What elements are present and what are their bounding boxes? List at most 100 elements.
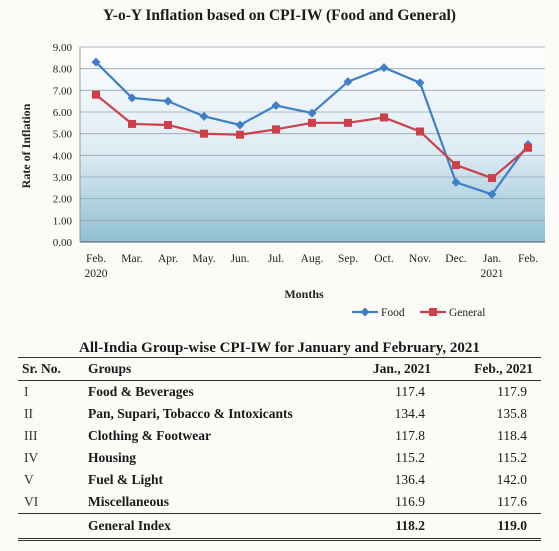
- table-row: IV Housing 115.2 115.2: [18, 447, 541, 469]
- row-jan-value: 117.8: [395, 428, 425, 443]
- table-header-row: Sr. No. Groups Jan., 2021 Feb., 2021: [18, 357, 541, 381]
- chart-title: Y-o-Y Inflation based on CPI-IW (Food an…: [103, 7, 456, 24]
- data-point-general: [164, 121, 172, 129]
- row-group-name: Housing: [88, 450, 137, 465]
- data-point-general: [380, 113, 388, 122]
- data-point-food: [163, 96, 173, 106]
- x-axis-label: Months: [284, 287, 324, 301]
- row-sr-no: V: [24, 472, 34, 487]
- inflation-line-chart: 0.00 1.00 2.00 3.00 4.00 5.00 6.00 7.00 8.00 9.00…: [19, 42, 545, 319]
- x-tick-label: Apr.: [158, 253, 178, 265]
- plot-area: [80, 47, 545, 242]
- x-tick-label: Jul.: [268, 253, 284, 265]
- row-sr-no: VI: [24, 494, 39, 509]
- empty-cell: [18, 514, 84, 540]
- y-tick-label: 7.00: [53, 85, 73, 97]
- header-groups: Groups: [88, 361, 132, 376]
- y-axis-ticks: 0.00 1.00 2.00 3.00 4.00 5.00 6.00 7.00 8.00 9.00: [53, 42, 73, 249]
- table-row: V Fuel & Light 136.4 142.0: [18, 469, 541, 491]
- header-jan: Jan., 2021: [372, 361, 431, 376]
- data-point-food: [235, 120, 245, 130]
- row-jan-value: 136.4: [394, 472, 425, 487]
- y-tick-label: 9.00: [53, 42, 73, 54]
- table-row: I Food & Beverages 117.4 117.9: [18, 381, 541, 404]
- legend-marker-square-icon: [429, 308, 437, 316]
- general-index-jan: 118.2: [395, 518, 425, 533]
- data-point-general: [128, 119, 136, 128]
- data-point-food: [307, 108, 317, 118]
- row-group-name: Clothing & Footwear: [88, 428, 211, 443]
- header-feb: Feb., 2021: [474, 361, 533, 376]
- y-tick-label: 5.00: [53, 129, 73, 141]
- cpi-iw-table: Sr. No. Groups Jan., 2021 Feb., 2021 I Fo…: [18, 357, 541, 541]
- row-jan-value: 115.2: [395, 450, 425, 465]
- table-row: III Clothing & Footwear 117.8 118.4: [18, 425, 541, 447]
- y-tick-label: 0.00: [53, 237, 73, 249]
- gridlines: [79, 46, 545, 243]
- data-point-general: [236, 130, 244, 139]
- data-point-general: [308, 118, 316, 127]
- data-point-general: [200, 129, 208, 138]
- data-point-general: [488, 174, 496, 183]
- x-tick-label: Sep.: [338, 253, 358, 265]
- general-index-row: General Index 118.2 119.0: [18, 513, 541, 540]
- x-tick-label: Feb.: [86, 253, 106, 265]
- x-tick-label: Aug.: [301, 253, 324, 265]
- data-point-general: [452, 161, 460, 170]
- row-feb-value: 142.0: [496, 472, 527, 487]
- row-feb-value: 117.6: [497, 494, 527, 509]
- table-title: All-India Group-wise CPI-IW for January …: [79, 340, 480, 356]
- row-feb-value: 118.4: [497, 428, 527, 443]
- row-group-name: Food & Beverages: [88, 384, 194, 399]
- row-feb-value: 135.8: [496, 406, 527, 421]
- x-tick-label: Nov.: [409, 253, 431, 265]
- y-tick-label: 2.00: [53, 194, 73, 206]
- x-axis-ticks: Feb. 2020 Mar. Apr. May. Jun. Jul. Aug. Sep. Oct.…: [85, 253, 539, 280]
- row-sr-no: IV: [24, 450, 39, 465]
- x-tick-label: May.: [192, 253, 215, 265]
- row-jan-value: 134.4: [394, 406, 425, 421]
- data-point-food: [199, 111, 209, 121]
- x-tick-label: Feb.: [518, 253, 538, 265]
- data-point-general: [272, 125, 280, 134]
- general-index-label: General Index: [88, 518, 171, 533]
- x-tick-label: Oct.: [374, 253, 394, 265]
- x-tick-label: Dec.: [445, 253, 467, 265]
- row-sr-no: I: [24, 384, 29, 399]
- row-sr-no: III: [24, 428, 38, 443]
- row-group-name: Pan, Supari, Tobacco & Intoxicants: [88, 406, 293, 421]
- table-row: VI Miscellaneous 116.9 117.6: [18, 491, 541, 514]
- x-tick-year-label: 2021: [481, 268, 504, 280]
- data-point-food: [343, 77, 353, 87]
- table-row: II Pan, Supari, Tobacco & Intoxicants 134.…: [18, 403, 541, 425]
- x-tick-label: Jan.: [483, 253, 501, 265]
- y-tick-label: 8.00: [53, 64, 73, 76]
- series-lines: [91, 57, 533, 199]
- legend-label-general: General: [449, 307, 485, 319]
- data-point-food: [451, 177, 461, 187]
- legend: Food General: [352, 307, 485, 319]
- row-feb-value: 117.9: [497, 384, 527, 399]
- data-point-food: [91, 57, 101, 67]
- data-point-food: [127, 93, 137, 103]
- row-jan-value: 116.9: [395, 494, 425, 509]
- data-point-food: [271, 101, 281, 110]
- x-tick-label: Mar.: [121, 253, 143, 265]
- row-jan-value: 117.4: [395, 384, 425, 399]
- data-point-food: [415, 78, 425, 88]
- row-feb-value: 115.2: [497, 450, 527, 465]
- data-point-general: [92, 90, 100, 99]
- legend-marker-diamond-icon: [360, 307, 370, 317]
- y-tick-label: 3.00: [53, 172, 73, 184]
- y-axis-label: Rate of Inflation: [19, 103, 33, 188]
- general-index-feb: 119.0: [497, 518, 527, 533]
- x-tick-year-label: 2020: [85, 268, 108, 280]
- data-point-food: [379, 63, 389, 73]
- y-tick-label: 6.00: [53, 107, 73, 119]
- table-body: I Food & Beverages 117.4 117.9 II Pan, Supari…: [18, 381, 541, 540]
- x-tick-label: Jun.: [231, 253, 250, 265]
- header-sr-no: Sr. No.: [22, 361, 61, 376]
- data-point-general: [344, 118, 352, 127]
- data-point-general: [524, 143, 532, 152]
- y-tick-label: 4.00: [53, 150, 73, 162]
